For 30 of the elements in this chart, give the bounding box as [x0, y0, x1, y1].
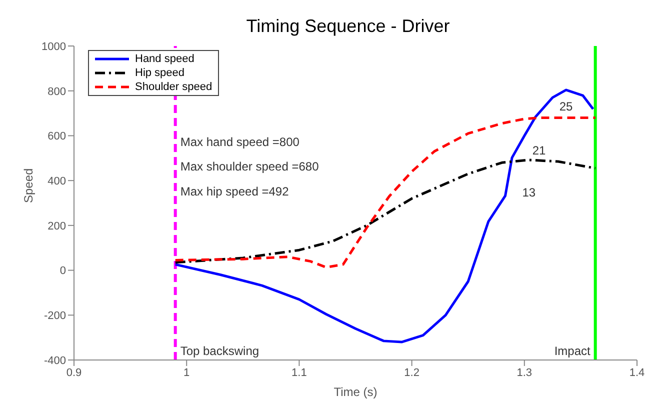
ref-line-label: Top backswing [180, 344, 260, 358]
x-tick-label: 0.9 [66, 366, 82, 379]
legend-label: Hip speed [135, 66, 185, 80]
x-tick-label: 1.4 [629, 366, 645, 379]
ref-line-label: Impact [554, 344, 591, 358]
y-tick-label: 200 [48, 220, 66, 232]
annotation: 21 [532, 143, 546, 158]
line-series [174, 116, 597, 269]
y-tick-label: 800 [48, 86, 66, 98]
y-tick-label: -400 [44, 354, 66, 367]
y-tick-label: -200 [44, 310, 66, 322]
x-axis-title: Time (s) [334, 385, 378, 399]
annotation: 13 [522, 185, 536, 200]
y-axis-title: Speed [21, 168, 36, 203]
x-tick-label: 1 [184, 366, 190, 379]
x-tick-label: 1.3 [516, 366, 532, 379]
legend-label: Hand speed [135, 52, 194, 66]
x-tick-label: 1.2 [404, 366, 420, 379]
annotation: Max hip speed =492 [180, 184, 290, 198]
annotation: 25 [559, 99, 574, 114]
y-tick-label: 1000 [42, 40, 66, 53]
legend-label: Shoulder speed [135, 80, 212, 94]
annotation: Max shoulder speed =680 [180, 159, 320, 174]
x-tick-label: 1.1 [292, 366, 307, 379]
annotation: Max hand speed =800 [180, 134, 300, 149]
y-tick-label: 600 [48, 130, 66, 143]
y-tick-label: 400 [48, 175, 66, 188]
line-series [174, 158, 597, 264]
chart-title: Timing Sequence - Driver [246, 16, 450, 36]
y-tick-label: 0 [60, 265, 66, 278]
